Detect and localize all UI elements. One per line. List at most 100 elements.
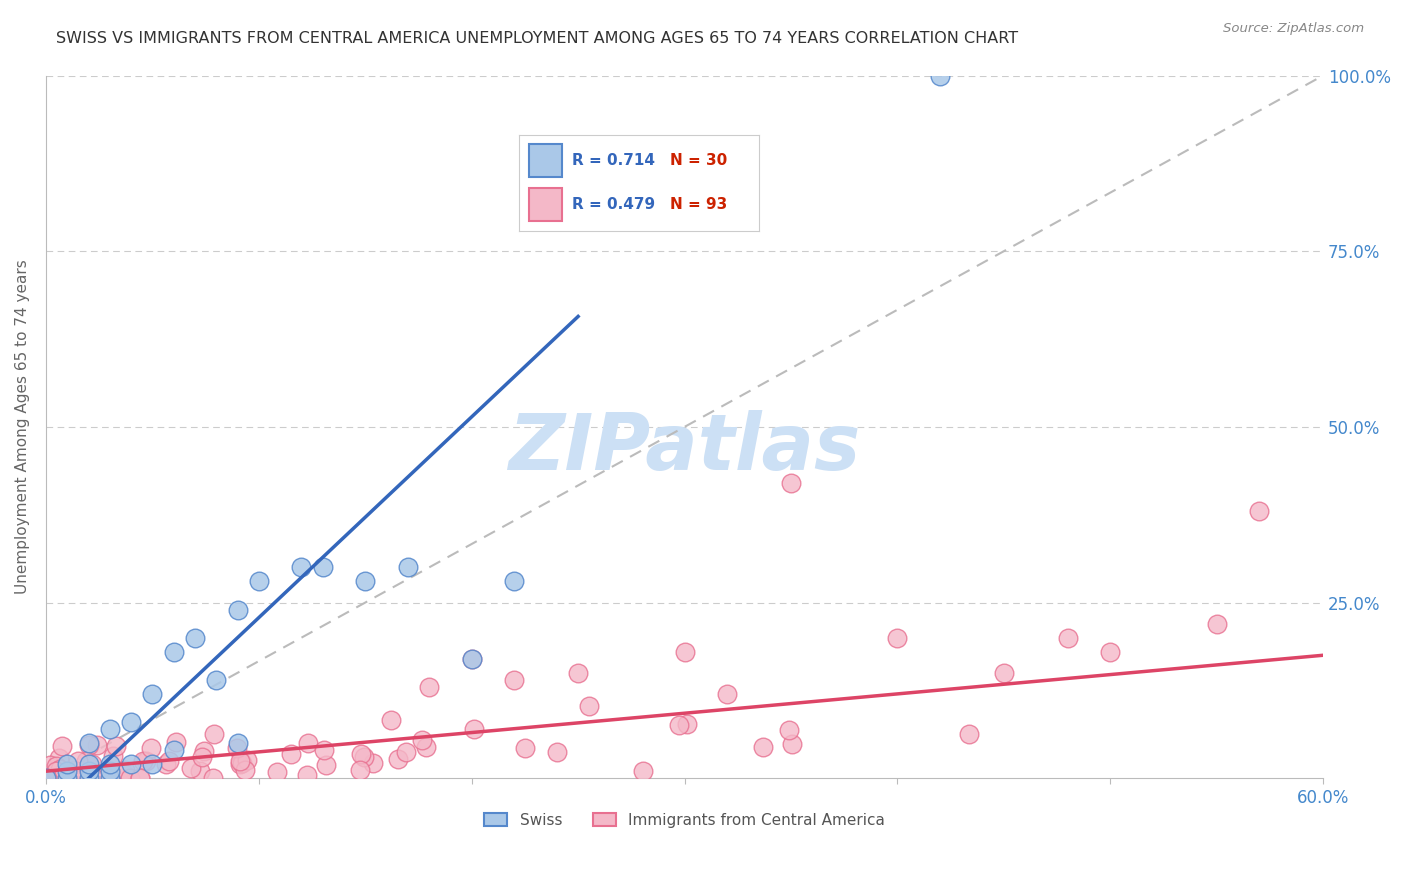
Point (350, 747, 373, 761)
Point (77, 771, 100, 785)
Point (280, 747, 302, 762)
Point (415, 739, 437, 754)
Point (62, 763, 84, 777)
Point (77, 757, 100, 772)
Point (380, 713, 402, 727)
Point (312, 743, 335, 757)
Point (1205, 616, 1227, 631)
Legend: Swiss, Immigrants from Central America: Swiss, Immigrants from Central America (478, 806, 891, 834)
Point (191, 750, 214, 764)
Point (778, 723, 800, 738)
Point (51, 739, 73, 754)
Point (98, 771, 121, 785)
Point (354, 574, 377, 589)
Point (515, 740, 537, 755)
Point (135, 754, 157, 768)
Point (716, 687, 738, 701)
Point (752, 739, 775, 754)
Point (193, 744, 215, 758)
Point (229, 757, 252, 772)
Point (55, 766, 77, 780)
Point (396, 560, 419, 574)
Point (295, 767, 318, 781)
Point (188, 764, 211, 779)
Point (108, 764, 131, 778)
Point (77, 736, 100, 750)
Point (120, 757, 142, 772)
Point (75, 754, 97, 768)
Point (297, 736, 319, 750)
Point (229, 754, 252, 768)
Point (349, 763, 371, 777)
Point (98, 722, 121, 736)
Point (165, 735, 187, 749)
Point (780, 737, 803, 751)
Point (675, 717, 697, 731)
Point (363, 756, 385, 770)
Point (163, 743, 186, 757)
Text: ZIPatlas: ZIPatlas (509, 410, 860, 486)
Point (460, 652, 482, 666)
Point (395, 745, 418, 759)
Point (236, 753, 259, 767)
Point (503, 673, 526, 687)
Point (98, 766, 121, 780)
Point (45, 758, 67, 772)
Point (957, 727, 980, 741)
Point (103, 749, 125, 764)
Point (315, 757, 337, 772)
Point (86, 738, 108, 752)
Point (1099, 645, 1122, 659)
Point (35, 771, 58, 785)
FancyBboxPatch shape (529, 188, 562, 221)
Point (77, 763, 100, 777)
Text: SWISS VS IMMIGRANTS FROM CENTRAL AMERICA UNEMPLOYMENT AMONG AGES 65 TO 74 YEARS : SWISS VS IMMIGRANTS FROM CENTRAL AMERICA… (56, 31, 1018, 46)
Point (567, 665, 589, 680)
Point (180, 761, 202, 775)
Point (56, 764, 79, 779)
Point (60, 768, 83, 782)
Point (128, 771, 150, 785)
Point (120, 714, 142, 729)
Point (132, 754, 155, 768)
Point (118, 771, 141, 785)
Point (56, 771, 79, 785)
Y-axis label: Unemployment Among Ages 65 to 74 years: Unemployment Among Ages 65 to 74 years (15, 260, 30, 594)
Point (290, 560, 312, 574)
Point (993, 665, 1015, 680)
Point (387, 752, 409, 766)
Point (114, 763, 136, 777)
Point (673, 645, 696, 659)
Point (231, 756, 253, 770)
Point (108, 765, 131, 780)
Point (141, 757, 163, 772)
Point (929, 69, 952, 83)
Point (82, 757, 104, 772)
Point (139, 741, 162, 756)
Point (51, 771, 73, 785)
Text: R = 0.714: R = 0.714 (572, 153, 655, 168)
Point (155, 756, 177, 771)
Point (56, 771, 79, 785)
Point (353, 749, 375, 764)
Point (205, 673, 228, 687)
Point (112, 766, 135, 780)
Point (77, 738, 100, 752)
Point (202, 727, 225, 741)
Point (56, 757, 79, 772)
Point (70, 771, 93, 785)
Point (460, 652, 482, 666)
Point (201, 771, 224, 785)
Point (184, 631, 207, 645)
Text: N = 93: N = 93 (671, 197, 727, 212)
Point (42, 771, 65, 785)
Point (247, 574, 270, 589)
Point (886, 631, 908, 645)
Point (463, 722, 485, 736)
Point (411, 733, 433, 747)
Point (112, 771, 135, 785)
Point (233, 763, 256, 777)
Point (780, 476, 803, 491)
Point (70, 771, 93, 785)
Point (159, 754, 181, 768)
